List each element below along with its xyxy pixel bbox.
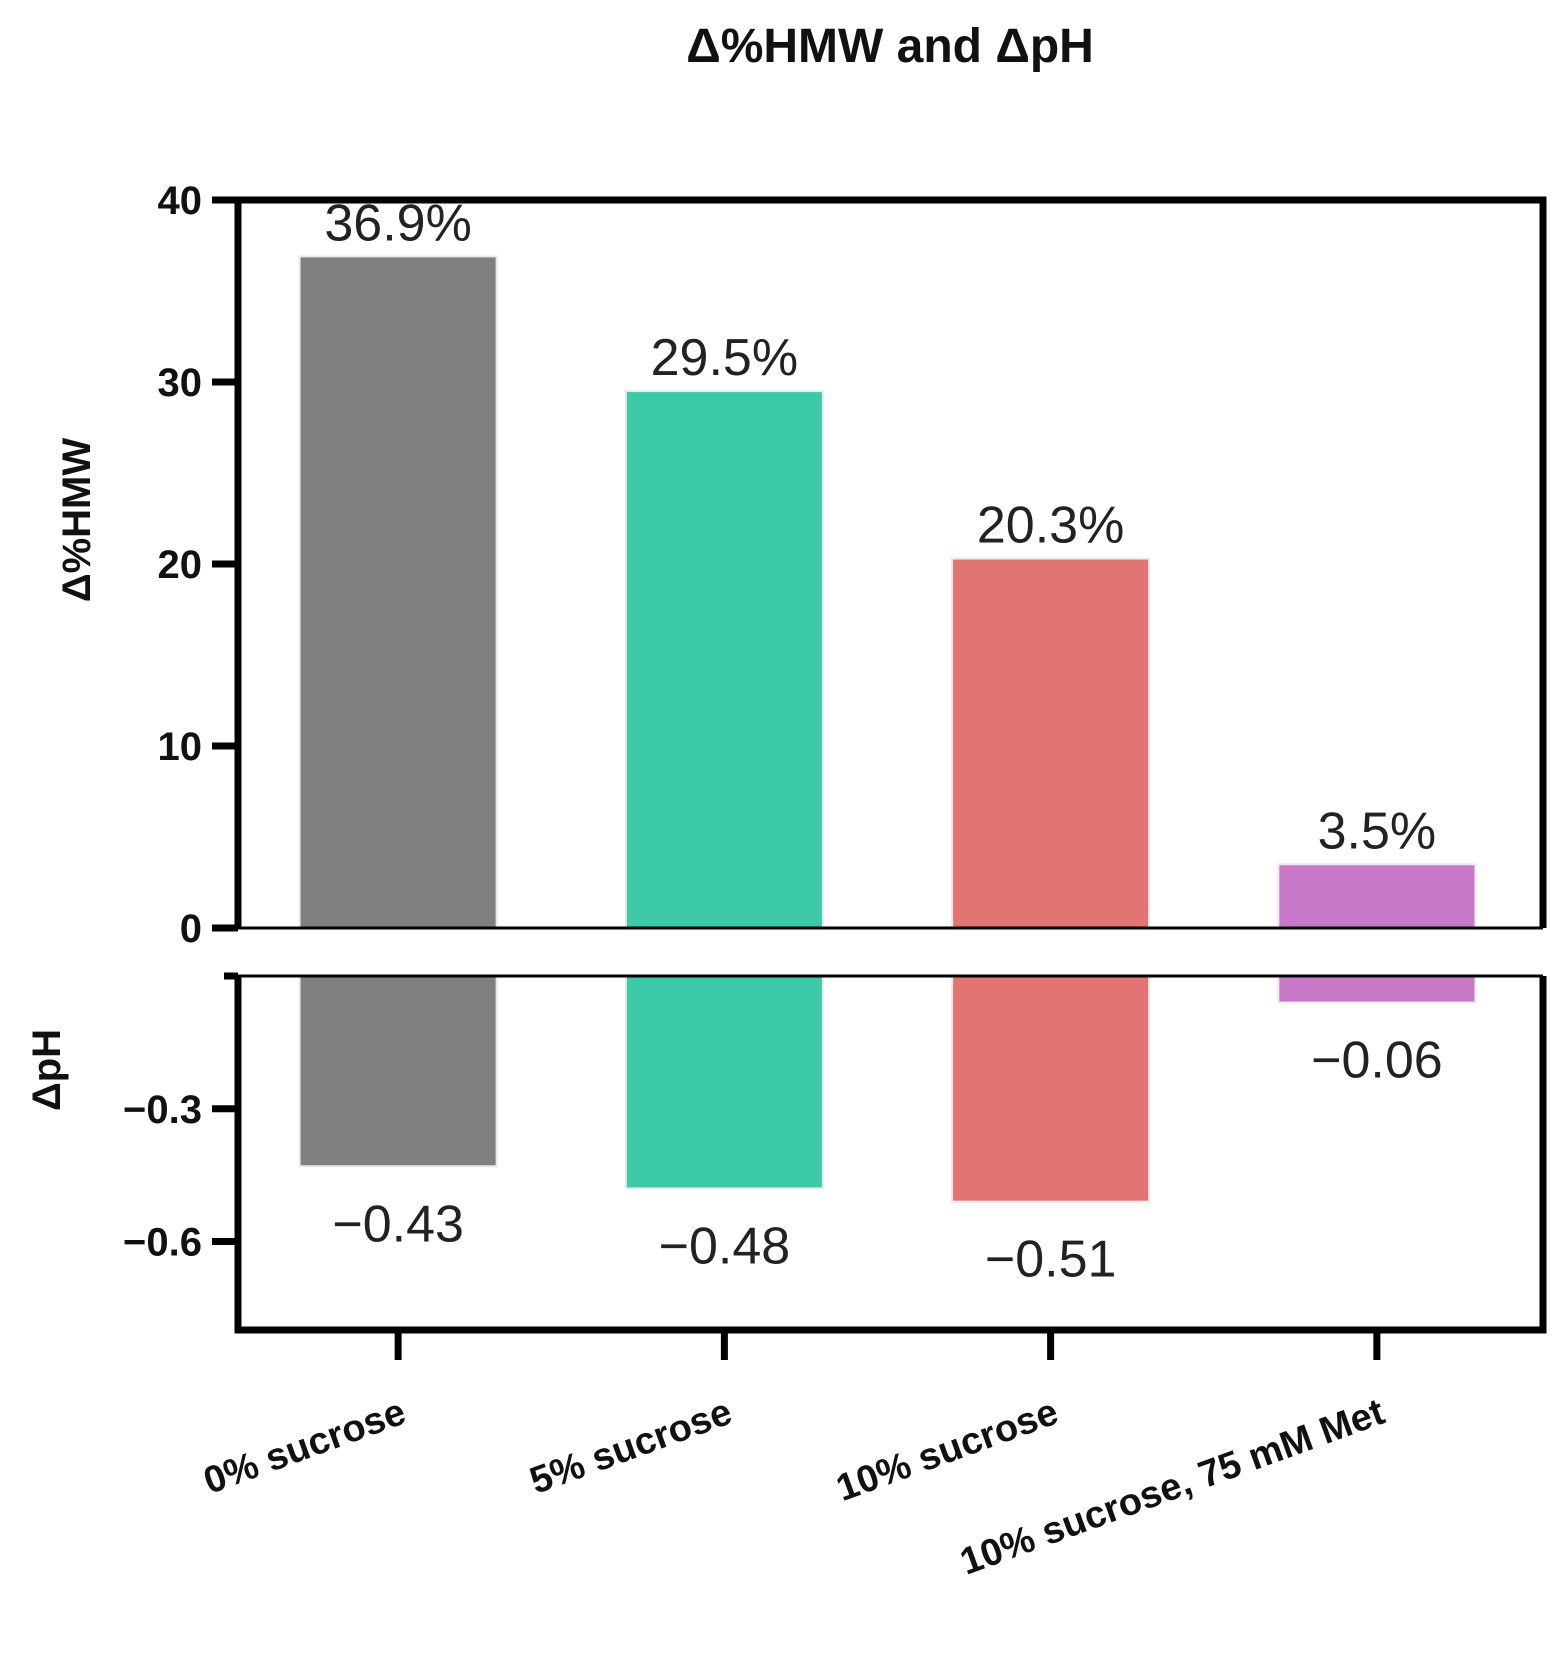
y-axis-label-hmw: Δ%HMW [55,438,99,603]
bar-hmw [624,390,824,930]
bar-ph [624,975,824,1190]
x-tick-label: 10% sucrose [831,1391,1064,1510]
bar-hmw [298,255,498,930]
y-tick-label: 20 [158,543,203,587]
axes [212,196,1547,1360]
y-tick-label: 40 [158,179,203,223]
data-label-ph: −0.43 [332,1195,464,1253]
data-label-hmw: 29.5% [651,329,798,387]
bar-hmw [1277,863,1477,929]
data-label-hmw: 36.9% [324,194,471,252]
bar-ph [951,975,1151,1203]
data-label-ph: −0.48 [659,1217,791,1275]
data-label-ph: −0.06 [1311,1032,1443,1090]
y-tick-label: 10 [158,725,203,769]
x-tick-label: 0% sucrose [198,1391,411,1503]
bar-ph [1277,975,1477,1004]
y-tick-label: 0 [180,907,202,951]
y-tick-label: −0.6 [123,1221,202,1265]
data-label-ph: −0.51 [985,1231,1117,1289]
data-label-hmw: 20.3% [977,497,1124,555]
bar-hmw [951,557,1151,929]
data-label-hmw: 3.5% [1318,802,1437,860]
x-tick-label: 5% sucrose [525,1391,738,1503]
y-tick-label: −0.3 [123,1088,202,1132]
y-axis-label-ph: ΔpH [25,1029,69,1111]
bars [298,255,1477,1203]
plot-frame-bottom [234,976,1547,1334]
y-tick-label: 30 [158,361,203,405]
bar-ph [298,975,498,1168]
chart-title: Δ%HMW and ΔpH [686,20,1094,73]
